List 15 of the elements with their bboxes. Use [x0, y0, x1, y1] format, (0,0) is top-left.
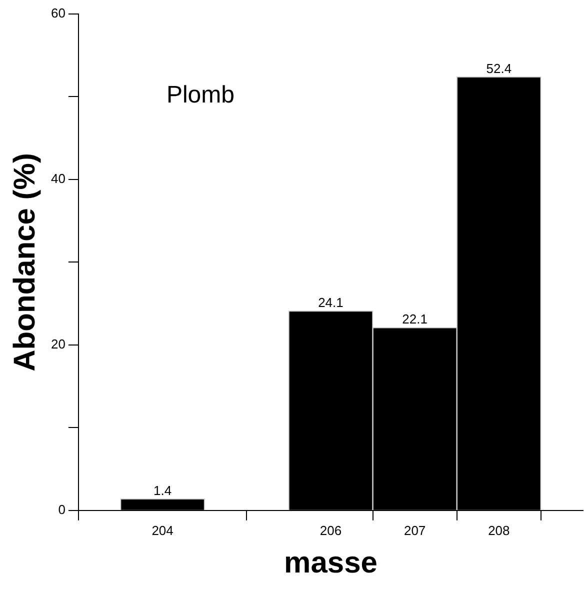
data-label: 1.4 [154, 482, 172, 498]
x-axis-title: masse [284, 546, 378, 580]
x-tick-label: 204 [152, 522, 174, 538]
y-tick-label: 60 [50, 6, 66, 21]
x-tick-label: 207 [404, 522, 426, 538]
y-tick-label: 20 [50, 336, 66, 352]
x-tick-label: 206 [320, 522, 342, 538]
data-label: 52.4 [486, 60, 512, 76]
y-tick-label: 40 [50, 171, 66, 186]
y-tick-label: 0 [58, 502, 66, 517]
annotation: Plomb [166, 82, 234, 109]
data-label: 24.1 [318, 295, 344, 310]
data-label: 22.1 [402, 312, 428, 327]
y-axis-title: Abondance (%) [8, 153, 42, 372]
x-tick-label: 208 [488, 522, 510, 538]
